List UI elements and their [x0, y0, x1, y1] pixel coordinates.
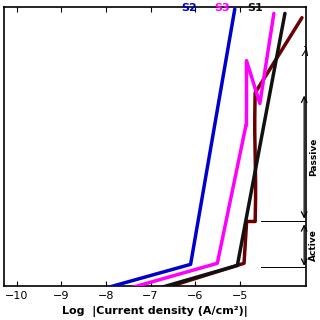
Text: S3: S3 [214, 3, 229, 13]
Text: λ: λ [302, 46, 309, 59]
X-axis label: Log  |Current density (A/cm²)|: Log |Current density (A/cm²)| [62, 306, 248, 317]
Text: Active: Active [308, 229, 318, 261]
Text: S1: S1 [247, 3, 263, 13]
Text: Passive: Passive [308, 138, 318, 176]
Text: S2: S2 [181, 3, 197, 13]
